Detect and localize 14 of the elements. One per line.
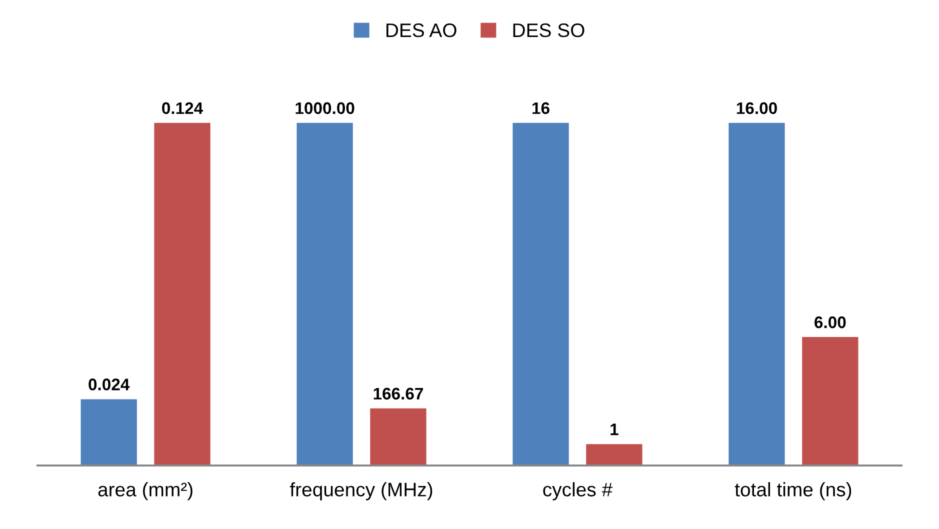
legend-label: DES SO [513, 23, 584, 38]
data-label: 16.00 [736, 102, 777, 114]
x-tick-label: area (mm²) [98, 482, 192, 500]
x-tick-label: total time (ns) [734, 482, 852, 500]
data-label: 0.024 [88, 378, 130, 390]
data-label: 1000.00 [296, 102, 354, 114]
data-label: 1 [610, 424, 618, 436]
data-label: 166.67 [374, 388, 423, 400]
data-label: 0.124 [162, 102, 204, 114]
data-label: 6.00 [814, 316, 846, 328]
data-label: 16 [532, 102, 550, 114]
x-tick-label: cycles # [543, 482, 613, 500]
x-tick-label: frequency (MHz) [290, 482, 432, 500]
legend-label: DES AO [386, 23, 456, 38]
